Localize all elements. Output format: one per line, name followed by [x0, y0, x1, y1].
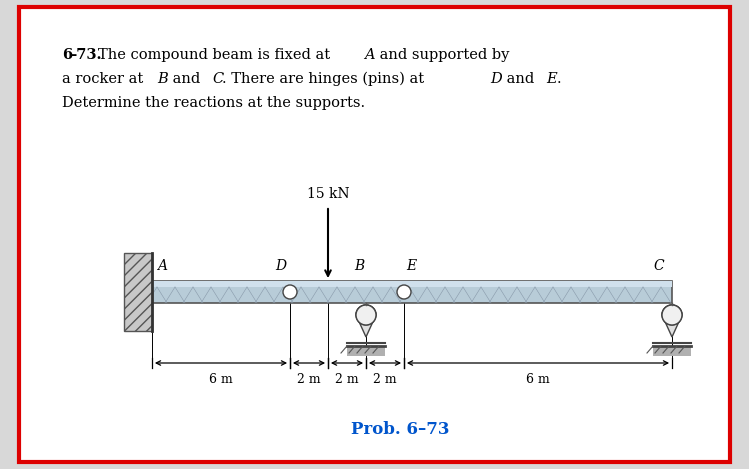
Circle shape	[283, 285, 297, 299]
Bar	[347, 346, 385, 356]
Text: .: .	[557, 72, 562, 86]
Text: C: C	[653, 259, 664, 273]
Text: 2 m: 2 m	[297, 373, 321, 386]
Circle shape	[356, 305, 376, 325]
Text: A: A	[364, 48, 374, 62]
Text: D: D	[275, 259, 286, 273]
Text: 6 m: 6 m	[526, 373, 550, 386]
Text: –73.: –73.	[69, 48, 102, 62]
Text: . There are hinges (pins) at: . There are hinges (pins) at	[222, 72, 428, 86]
Text: Determine the reactions at the supports.: Determine the reactions at the supports.	[62, 96, 365, 110]
Bar	[152, 281, 672, 303]
Text: and: and	[168, 72, 205, 86]
Bar	[653, 346, 691, 356]
Text: a rocker at: a rocker at	[62, 72, 148, 86]
Bar	[124, 253, 152, 331]
Text: E: E	[406, 259, 416, 273]
Text: 6: 6	[62, 48, 72, 62]
Polygon shape	[356, 305, 376, 337]
Text: B: B	[157, 72, 168, 86]
Text: and supported by: and supported by	[375, 48, 509, 62]
Text: E: E	[546, 72, 557, 86]
Text: Prob. 6–73: Prob. 6–73	[351, 422, 449, 439]
Text: A: A	[157, 259, 167, 273]
Text: 2 m: 2 m	[336, 373, 359, 386]
Text: and: and	[502, 72, 539, 86]
Circle shape	[662, 305, 682, 325]
Text: The compound beam is fixed at: The compound beam is fixed at	[98, 48, 335, 62]
Circle shape	[397, 285, 411, 299]
Circle shape	[662, 305, 682, 325]
Text: 2 m: 2 m	[373, 373, 397, 386]
Bar	[152, 281, 672, 287]
Text: B: B	[354, 259, 364, 273]
Polygon shape	[662, 305, 682, 337]
Text: C: C	[212, 72, 223, 86]
Circle shape	[356, 305, 376, 325]
Text: 15 kN: 15 kN	[306, 187, 349, 201]
Text: 6 m: 6 m	[209, 373, 233, 386]
Text: D: D	[490, 72, 502, 86]
